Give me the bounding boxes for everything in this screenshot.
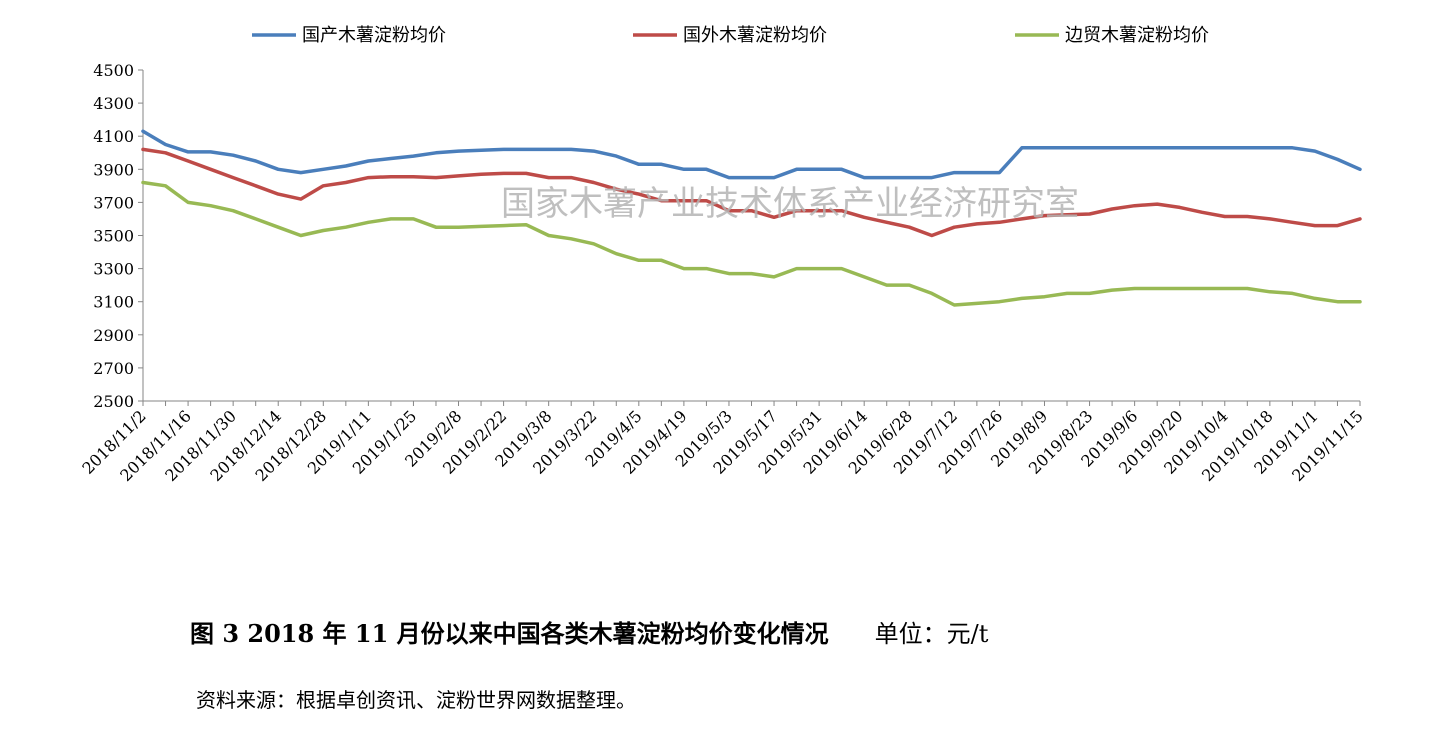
y-tick-label: 4500 bbox=[93, 61, 134, 80]
y-tick-label: 3100 bbox=[93, 293, 134, 312]
series-line-1 bbox=[141, 129, 1362, 180]
y-tick-label: 4300 bbox=[93, 94, 134, 113]
x-axis: 2018/11/22018/11/162018/11/302018/12/142… bbox=[78, 400, 1367, 485]
y-axis: 2500 2700 2900 3100 3300 3500 3700 3900 4100 4300… bbox=[93, 61, 144, 411]
legend-label-1: 国产木薯淀粉均价 bbox=[302, 25, 446, 46]
legend-label-2: 国外木薯淀粉均价 bbox=[683, 25, 827, 46]
y-tick-label: 3900 bbox=[93, 160, 134, 179]
series-line-3 bbox=[141, 180, 1362, 307]
data-source-note: 资料来源：根据卓创资讯、淀粉世界网数据整理。 bbox=[196, 688, 636, 712]
legend: 国产木薯淀粉均价 国外木薯淀粉均价 边贸木薯淀粉均价 bbox=[252, 25, 1209, 46]
series-lines bbox=[141, 129, 1362, 307]
y-tick-label: 3700 bbox=[93, 193, 134, 212]
y-tick-label: 3300 bbox=[93, 260, 134, 279]
caption-title: 图 3 2018 年 11 月份以来中国各类木薯淀粉均价变化情况 bbox=[190, 619, 829, 648]
figure-caption: 图 3 2018 年 11 月份以来中国各类木薯淀粉均价变化情况 单位：元/t bbox=[190, 614, 1290, 649]
watermark: 国家木薯产业技术体系产业经济研究室 bbox=[501, 184, 1079, 224]
y-tick-label: 4100 bbox=[93, 127, 134, 146]
series-line-2 bbox=[141, 147, 1362, 238]
line-chart: 国产木薯淀粉均价 国外木薯淀粉均价 边贸木薯淀粉均价 2500 2700 2900 310… bbox=[78, 25, 1367, 485]
caption-unit: 单位：元/t bbox=[874, 620, 989, 648]
y-tick-label: 2700 bbox=[93, 359, 134, 378]
legend-label-3: 边贸木薯淀粉均价 bbox=[1065, 25, 1209, 46]
y-tick-label: 3500 bbox=[93, 227, 134, 246]
y-tick-label: 2500 bbox=[93, 392, 134, 411]
y-tick-label: 2900 bbox=[93, 326, 134, 345]
